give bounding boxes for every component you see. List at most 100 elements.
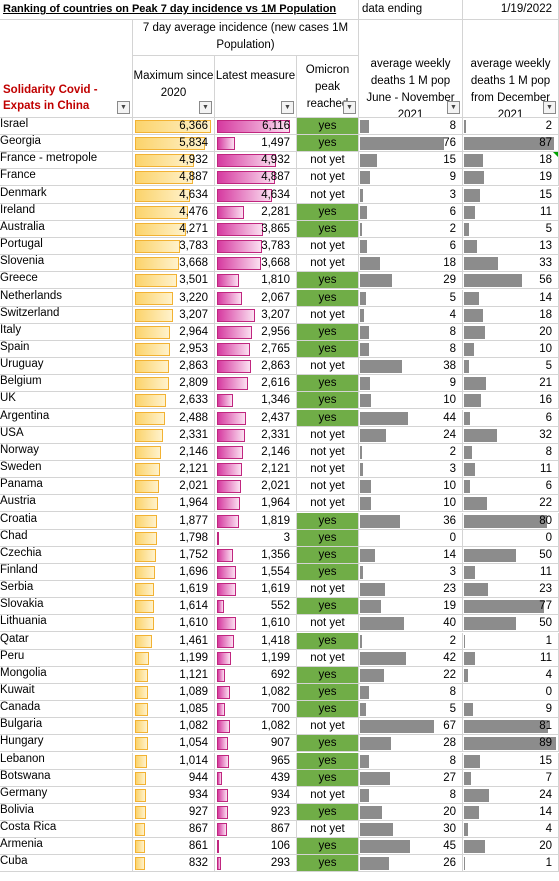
max-cell[interactable]: 2,121	[133, 461, 215, 479]
omicron-status[interactable]: not yet	[297, 495, 359, 513]
omicron-status[interactable]: not yet	[297, 426, 359, 444]
max-cell[interactable]: 1,798	[133, 529, 215, 547]
max-cell[interactable]: 2,953	[133, 340, 215, 358]
filter-deaths2-button[interactable]: ▼	[543, 101, 556, 114]
deaths2-cell[interactable]: 19	[463, 169, 559, 187]
deaths2-cell[interactable]: 11	[463, 563, 559, 581]
country-cell[interactable]: Serbia	[0, 581, 133, 599]
deaths2-cell[interactable]: 50	[463, 546, 559, 564]
deaths1-cell[interactable]: 14	[359, 546, 463, 564]
deaths1-cell[interactable]: 8	[359, 752, 463, 770]
deaths1-cell[interactable]: 27	[359, 769, 463, 787]
deaths1-cell[interactable]: 5	[359, 701, 463, 719]
country-cell[interactable]: Lebanon	[0, 752, 133, 770]
deaths2-cell[interactable]: 20	[463, 323, 559, 341]
data-ending-date[interactable]: 1/19/2022	[463, 0, 559, 20]
deaths2-cell[interactable]: 11	[463, 461, 559, 479]
deaths2-cell[interactable]: 6	[463, 409, 559, 427]
deaths2-cell[interactable]: 5	[463, 220, 559, 238]
omicron-status[interactable]: not yet	[297, 615, 359, 633]
max-cell[interactable]: 2,021	[133, 478, 215, 496]
deaths1-cell[interactable]: 9	[359, 169, 463, 187]
deaths1-cell[interactable]: 8	[359, 786, 463, 804]
latest-cell[interactable]: 1,554	[215, 563, 297, 581]
deaths1-cell[interactable]: 26	[359, 855, 463, 873]
latest-cell[interactable]: 2,863	[215, 358, 297, 376]
omicron-status[interactable]: yes	[297, 512, 359, 530]
deaths2-cell[interactable]: 21	[463, 375, 559, 393]
max-cell[interactable]: 2,488	[133, 409, 215, 427]
country-cell[interactable]: Costa Rica	[0, 821, 133, 839]
deaths2-cell[interactable]: 14	[463, 289, 559, 307]
country-cell[interactable]: Canada	[0, 701, 133, 719]
latest-cell[interactable]: 2,437	[215, 409, 297, 427]
deaths1-cell[interactable]: 28	[359, 735, 463, 753]
deaths1-cell[interactable]: 15	[359, 152, 463, 170]
latest-cell[interactable]: 2,616	[215, 375, 297, 393]
country-cell[interactable]: Croatia	[0, 512, 133, 530]
deaths1-cell[interactable]: 38	[359, 358, 463, 376]
omicron-status[interactable]: not yet	[297, 821, 359, 839]
deaths2-cell[interactable]: 89	[463, 735, 559, 753]
deaths1-cell[interactable]: 45	[359, 838, 463, 856]
latest-cell[interactable]: 1,356	[215, 546, 297, 564]
country-cell[interactable]: Portugal	[0, 238, 133, 256]
deaths1-cell[interactable]: 8	[359, 118, 463, 136]
max-cell[interactable]: 4,476	[133, 203, 215, 221]
max-cell[interactable]: 2,809	[133, 375, 215, 393]
deaths1-cell[interactable]: 19	[359, 598, 463, 616]
deaths2-cell[interactable]: 14	[463, 804, 559, 822]
omicron-status[interactable]: not yet	[297, 443, 359, 461]
country-cell[interactable]: Switzerland	[0, 306, 133, 324]
deaths2-cell[interactable]: 22	[463, 495, 559, 513]
latest-cell[interactable]: 1,497	[215, 135, 297, 153]
latest-cell[interactable]: 2,067	[215, 289, 297, 307]
max-cell[interactable]: 1,089	[133, 683, 215, 701]
latest-cell[interactable]: 1,082	[215, 683, 297, 701]
deaths2-cell[interactable]: 5	[463, 358, 559, 376]
deaths2-cell[interactable]: 16	[463, 392, 559, 410]
omicron-status[interactable]: not yet	[297, 649, 359, 667]
country-cell[interactable]: Austria	[0, 495, 133, 513]
omicron-status[interactable]: yes	[297, 701, 359, 719]
deaths1-cell[interactable]: 18	[359, 255, 463, 273]
deaths1-cell[interactable]: 3	[359, 186, 463, 204]
omicron-status[interactable]: yes	[297, 118, 359, 136]
country-cell[interactable]: UK	[0, 392, 133, 410]
latest-cell[interactable]: 2,281	[215, 203, 297, 221]
deaths1-cell[interactable]: 22	[359, 666, 463, 684]
max-cell[interactable]: 1,614	[133, 598, 215, 616]
filter-omicron-button[interactable]: ▼	[343, 101, 356, 114]
deaths1-cell[interactable]: 42	[359, 649, 463, 667]
deaths1-cell[interactable]: 36	[359, 512, 463, 530]
deaths1-cell[interactable]: 5	[359, 289, 463, 307]
omicron-status[interactable]: yes	[297, 769, 359, 787]
omicron-status[interactable]: yes	[297, 632, 359, 650]
country-cell[interactable]: Peru	[0, 649, 133, 667]
max-cell[interactable]: 6,366	[133, 118, 215, 136]
omicron-status[interactable]: yes	[297, 855, 359, 873]
max-cell[interactable]: 1,121	[133, 666, 215, 684]
latest-cell[interactable]: 2,956	[215, 323, 297, 341]
deaths2-cell[interactable]: 50	[463, 615, 559, 633]
deaths2-cell[interactable]: 10	[463, 340, 559, 358]
deaths1-cell[interactable]: 23	[359, 581, 463, 599]
latest-cell[interactable]: 2,331	[215, 426, 297, 444]
omicron-status[interactable]: not yet	[297, 786, 359, 804]
omicron-status[interactable]: yes	[297, 804, 359, 822]
country-cell[interactable]: Australia	[0, 220, 133, 238]
country-cell[interactable]: Greece	[0, 272, 133, 290]
omicron-status[interactable]: yes	[297, 203, 359, 221]
deaths2-cell[interactable]: 8	[463, 443, 559, 461]
max-cell[interactable]: 1,964	[133, 495, 215, 513]
omicron-status[interactable]: not yet	[297, 238, 359, 256]
latest-cell[interactable]: 3,783	[215, 238, 297, 256]
latest-cell[interactable]: 4,887	[215, 169, 297, 187]
latest-cell[interactable]: 934	[215, 786, 297, 804]
max-cell[interactable]: 861	[133, 838, 215, 856]
max-cell[interactable]: 1,199	[133, 649, 215, 667]
latest-cell[interactable]: 4,932	[215, 152, 297, 170]
latest-cell[interactable]: 1,964	[215, 495, 297, 513]
country-cell[interactable]: Spain	[0, 340, 133, 358]
omicron-status[interactable]: yes	[297, 323, 359, 341]
